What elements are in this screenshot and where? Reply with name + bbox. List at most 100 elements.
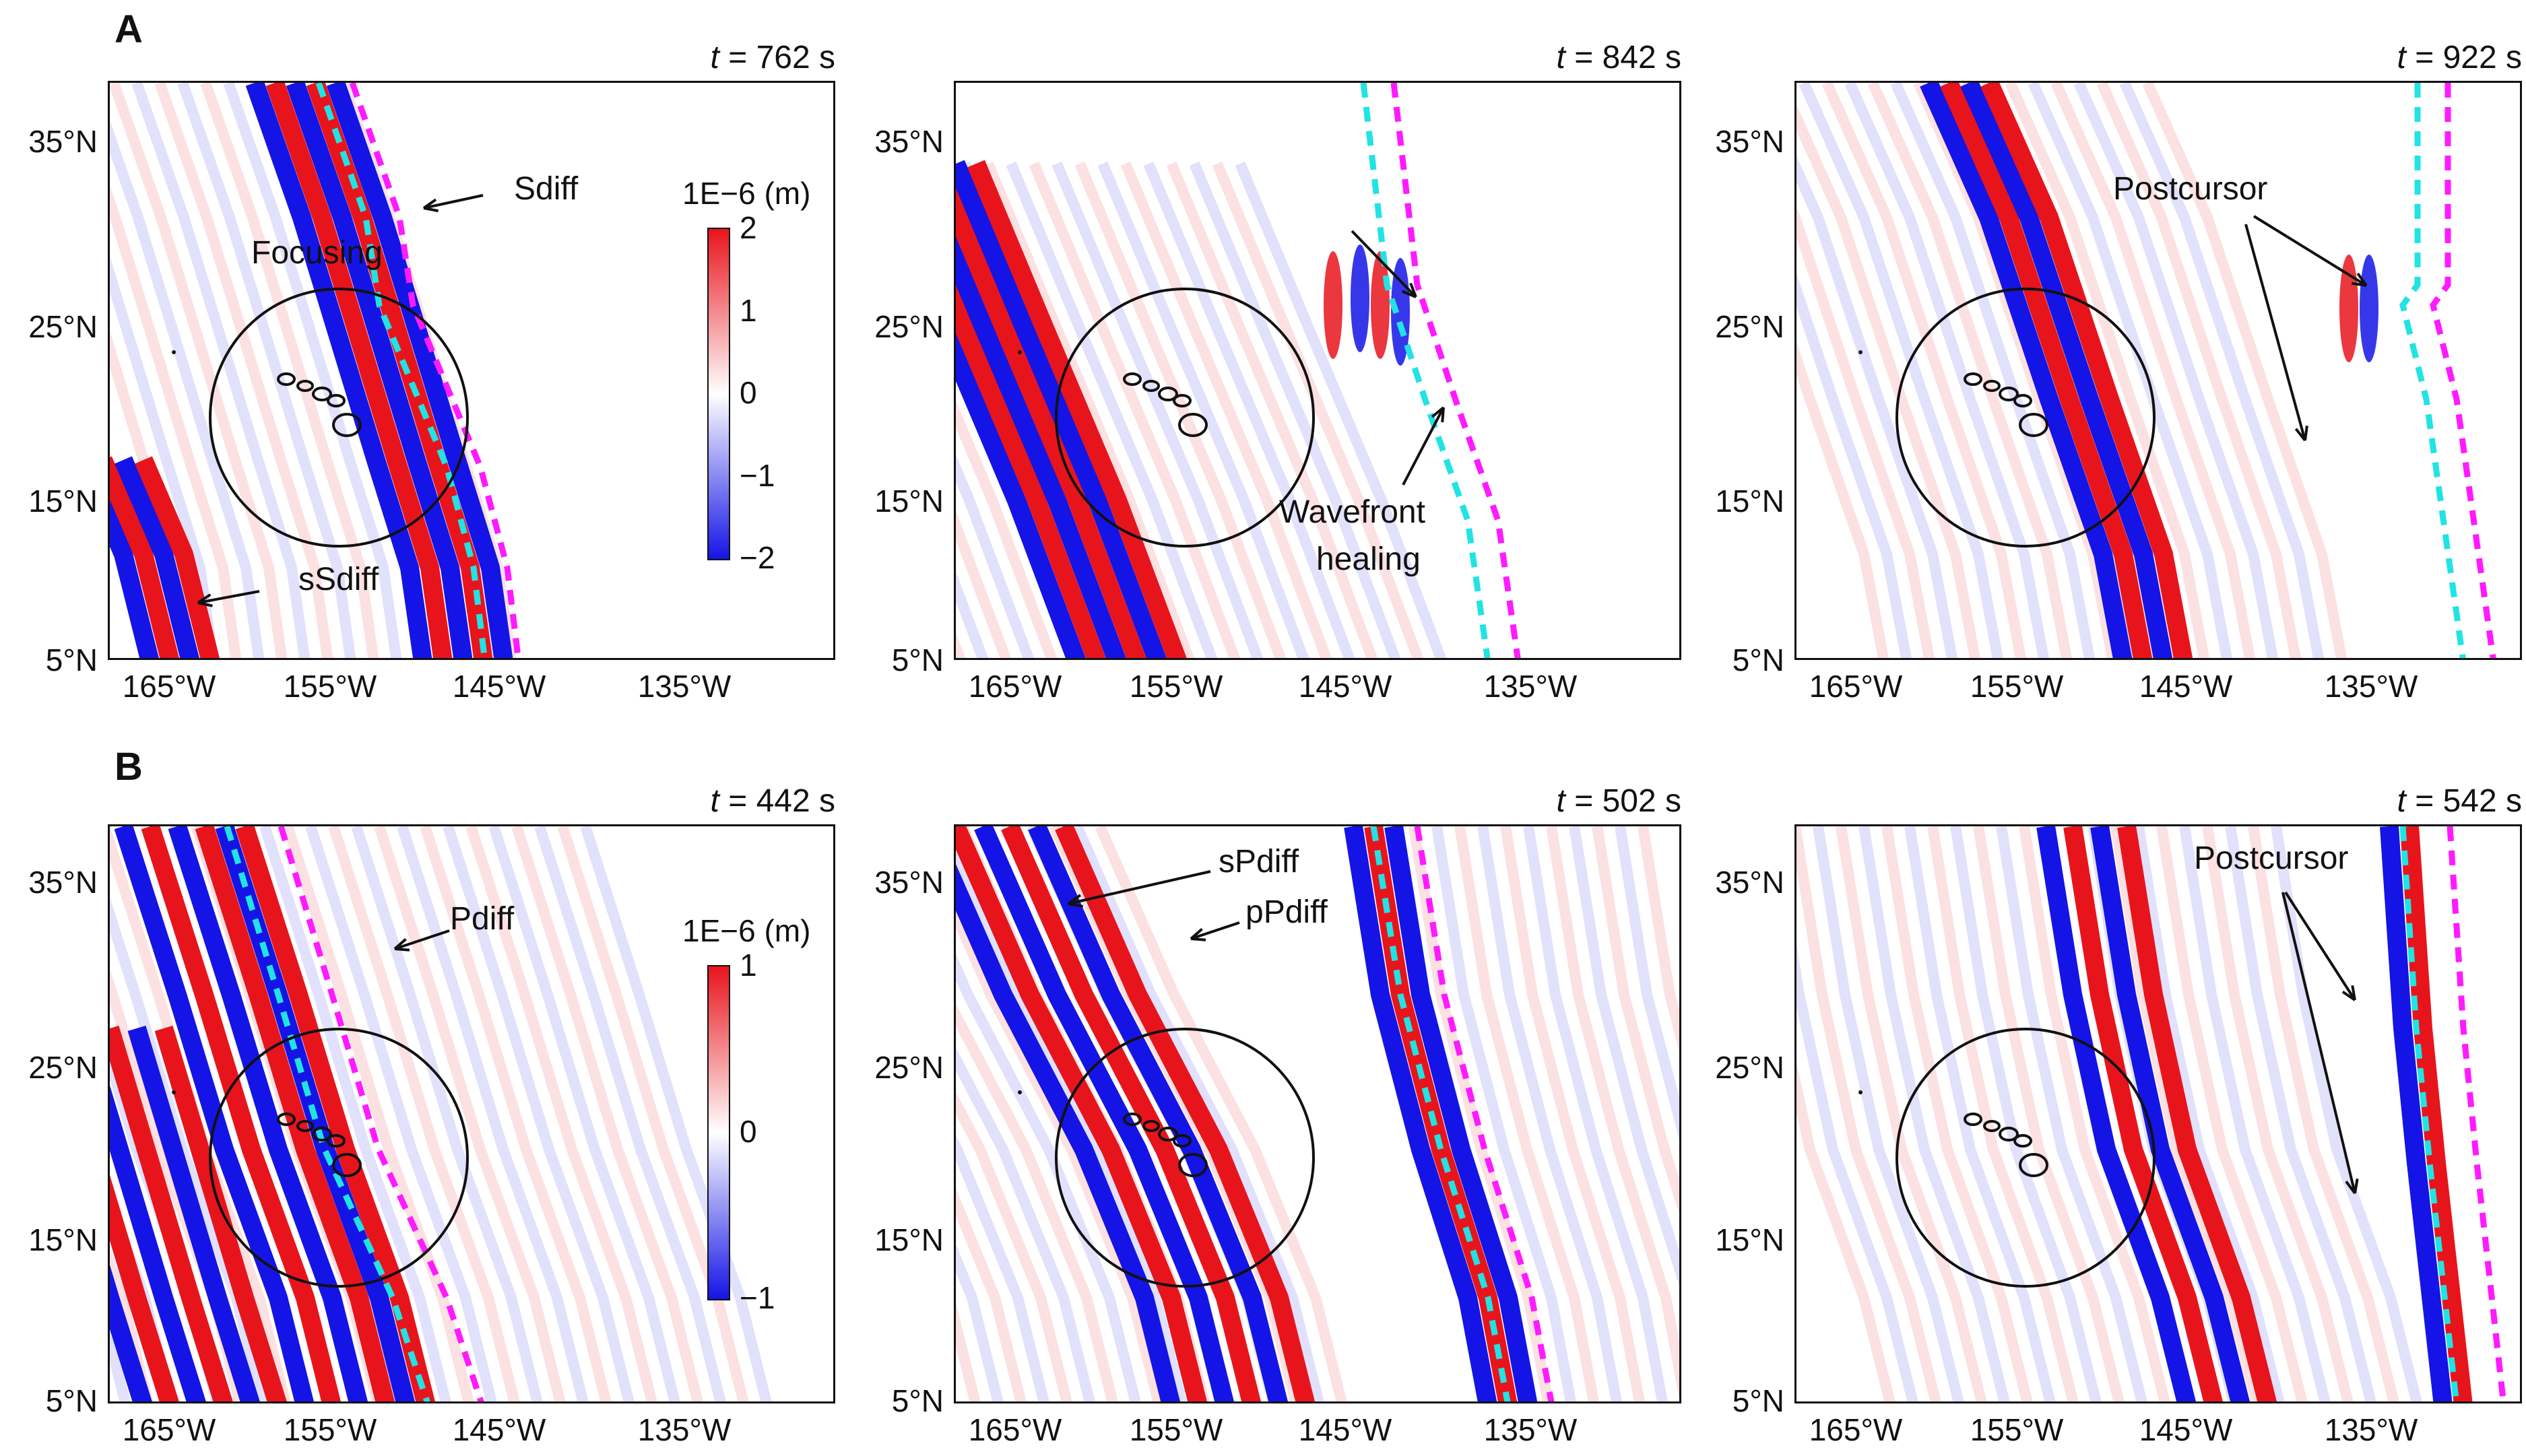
lon-tick-label: 145°W <box>1298 1412 1392 1447</box>
lon-tick-label: 165°W <box>1809 669 1903 704</box>
lon-tick-label: 145°W <box>452 1412 546 1447</box>
lat-tick-label: 5°N <box>45 642 98 677</box>
faint-wave-band <box>580 826 772 1401</box>
island-dot <box>172 1090 176 1094</box>
colorbar-tick-label: 2 <box>740 210 757 245</box>
hawaii-islands <box>1123 372 1208 437</box>
focus-region-circle <box>1055 1028 1315 1288</box>
cyan-dashed-wavefront <box>2399 83 2466 658</box>
annotation-label: Focusing <box>251 235 383 271</box>
faint-wave-band <box>956 1188 1027 1401</box>
arrow-head <box>1401 282 1417 298</box>
focus-region-circle <box>209 288 469 548</box>
time-label: t = 502 s <box>1277 783 1681 820</box>
faint-wave-band <box>110 185 242 658</box>
annotation-arrow <box>423 194 484 209</box>
faint-wave-band <box>1844 83 2050 658</box>
annotation-arrow <box>2253 215 2368 287</box>
lat-tick-label: 5°N <box>1732 1383 1784 1418</box>
faint-wave-band <box>956 455 1035 658</box>
faint-wave-band <box>305 826 497 1401</box>
wavefield-map <box>110 826 772 1401</box>
arrow-head <box>197 593 213 607</box>
lat-tick-label: 35°N <box>874 124 944 159</box>
faint-wave-band <box>1881 826 2033 1401</box>
faint-wave-band <box>956 1091 1072 1401</box>
faint-wave-band <box>1143 161 1355 658</box>
strong-wave-band <box>115 456 199 658</box>
strong-wave-band <box>2117 826 2277 1401</box>
arrow-head <box>2345 1178 2359 1195</box>
lat-tick-label: 35°N <box>1715 865 1784 900</box>
faint-wave-band <box>1858 826 2010 1401</box>
faint-wave-band <box>1408 826 1554 1401</box>
time-variable: t <box>2397 40 2406 75</box>
faint-wave-band <box>110 83 288 658</box>
faint-wave-band <box>1796 944 1918 1401</box>
lon-tick-label: 135°W <box>1483 669 1578 704</box>
faint-wave-band <box>351 826 543 1401</box>
strong-wave-band <box>135 456 220 658</box>
time-value: = 502 s <box>1565 783 1681 819</box>
focus-region-circle <box>1896 1028 2156 1288</box>
faint-wave-band <box>1796 104 1981 658</box>
faint-wave-band <box>1166 161 1378 658</box>
lon-tick-label: 155°W <box>1129 1412 1223 1447</box>
faint-wave-band <box>2019 826 2170 1401</box>
island-dot <box>1858 350 1863 354</box>
focused-energy-blob <box>2339 255 2358 362</box>
focused-energy-blob <box>1351 244 1369 352</box>
faint-wave-band <box>1212 161 1424 658</box>
faint-wave-band <box>328 826 520 1401</box>
magenta-dashed-wavefront <box>2430 83 2496 658</box>
faint-wave-band <box>1546 826 1679 1399</box>
arrow-head <box>1431 406 1445 423</box>
strong-wave-band <box>956 284 1106 658</box>
cyan-dashed-wavefront <box>315 83 488 658</box>
strong-wave-band <box>956 864 1180 1401</box>
faint-wave-band <box>465 826 657 1401</box>
lat-tick-label: 25°N <box>1715 309 1784 344</box>
lon-tick-label: 155°W <box>283 1412 377 1447</box>
strong-wave-band <box>1344 826 1497 1401</box>
strong-wave-band <box>110 1265 152 1401</box>
lat-tick-label: 25°N <box>28 1050 98 1085</box>
faint-wave-band <box>1796 1062 1896 1401</box>
faint-wave-band <box>1029 161 1241 658</box>
arrow-head <box>1190 927 1206 941</box>
lat-tick-label: 5°N <box>45 1383 98 1418</box>
time-value: = 842 s <box>1565 40 1681 75</box>
map-panel-4: Pdiff 1E−6 (m) 1 0 −1 <box>108 824 835 1403</box>
faint-wave-band <box>488 826 680 1401</box>
strong-wave-band <box>2063 826 2223 1401</box>
faint-wave-band <box>1813 826 1964 1401</box>
arrow-head <box>1067 894 1084 908</box>
arrow-head <box>2341 985 2356 1001</box>
annotation-label: Postcursor <box>2194 840 2349 876</box>
faint-wave-band <box>1796 341 1889 658</box>
annotation-label: sPdiff <box>1219 844 1299 880</box>
annotation-arrow <box>2284 891 2356 1001</box>
strong-wave-band <box>1028 826 1288 1401</box>
strong-wave-band <box>956 236 1126 658</box>
magenta-dashed-wavefront <box>1414 826 1555 1401</box>
lat-tick-label: 35°N <box>28 865 98 900</box>
annotation-arrow <box>2244 224 2306 441</box>
colorbar-tick-label: 1 <box>740 292 757 328</box>
annotation-arrow <box>1190 921 1240 940</box>
hawaii-islands <box>277 372 362 437</box>
strong-wave-band <box>956 826 1207 1401</box>
faint-wave-band <box>374 826 566 1401</box>
faint-wave-band <box>1051 161 1264 658</box>
strong-wave-band <box>1960 83 2173 658</box>
time-variable: t <box>710 40 719 75</box>
time-variable: t <box>1556 40 1565 75</box>
annotation-label: Wavefront <box>1279 494 1425 530</box>
lat-tick-label: 5°N <box>891 1383 944 1418</box>
cyan-dashed-wavefront <box>1360 83 1491 658</box>
arrow-head <box>393 937 410 952</box>
time-variable: t <box>2397 783 2406 819</box>
strong-wave-band <box>974 826 1234 1401</box>
strong-wave-band <box>956 187 1146 658</box>
faint-wave-band <box>397 826 589 1401</box>
